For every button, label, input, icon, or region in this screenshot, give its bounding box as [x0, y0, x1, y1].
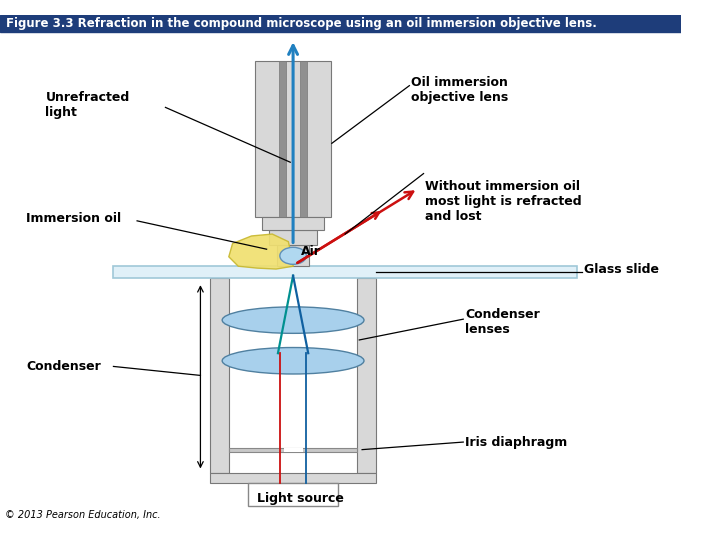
Bar — [248, 483, 338, 507]
Text: Air: Air — [301, 245, 320, 258]
Ellipse shape — [222, 307, 364, 333]
Bar — [0, 15, 680, 32]
Text: Condenser
lenses: Condenser lenses — [465, 308, 540, 336]
Text: Iris diaphragm: Iris diaphragm — [465, 436, 567, 449]
Bar — [279, 61, 287, 217]
Bar — [284, 448, 302, 453]
Text: Figure 3.3 Refraction in the compound microscope using an oil immersion objectiv: Figure 3.3 Refraction in the compound mi… — [6, 17, 597, 30]
Text: © 2013 Pearson Education, Inc.: © 2013 Pearson Education, Inc. — [5, 510, 161, 519]
Text: Oil immersion
objective lens: Oil immersion objective lens — [411, 76, 508, 104]
Bar — [256, 61, 331, 217]
Text: Light source: Light source — [257, 492, 344, 505]
Text: Condenser: Condenser — [27, 360, 102, 373]
Bar — [357, 278, 377, 473]
Bar — [262, 217, 324, 230]
Bar — [300, 61, 307, 217]
Bar — [277, 245, 309, 266]
Text: Without immersion oil
most light is refracted
and lost: Without immersion oil most light is refr… — [426, 180, 582, 223]
Text: Glass slide: Glass slide — [584, 264, 660, 276]
Ellipse shape — [280, 247, 306, 264]
Bar — [114, 266, 577, 278]
Text: Unrefracted
light: Unrefracted light — [45, 91, 130, 119]
Bar — [210, 278, 229, 473]
Polygon shape — [229, 234, 293, 269]
Ellipse shape — [222, 348, 364, 374]
Bar — [229, 448, 357, 453]
Bar — [210, 473, 377, 483]
Bar — [269, 230, 317, 245]
Text: Immersion oil: Immersion oil — [27, 212, 122, 225]
